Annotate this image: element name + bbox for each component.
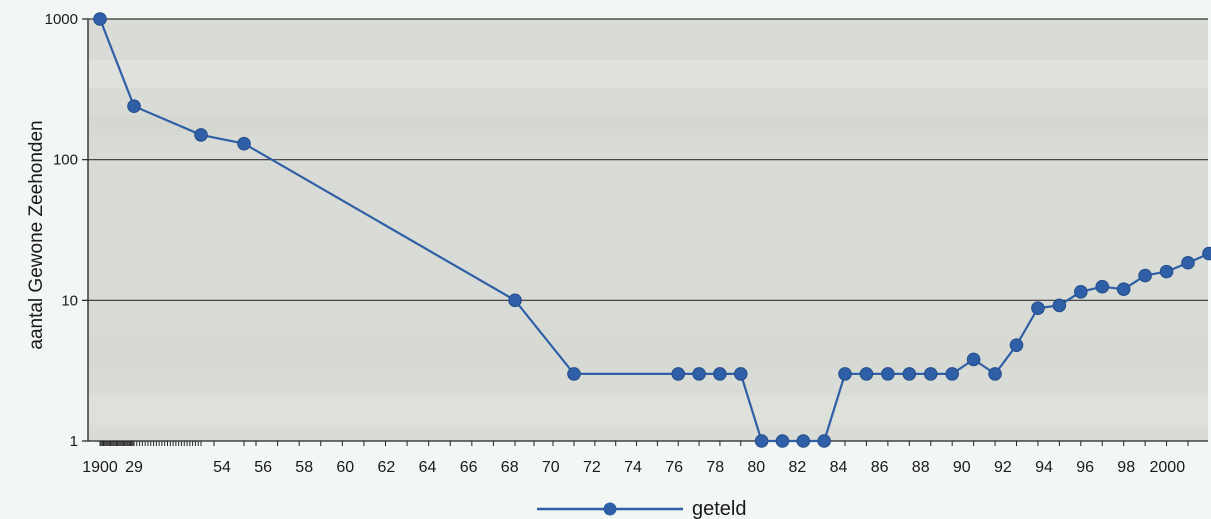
y-tick-label: 100 [53, 152, 78, 169]
x-tick-label: 70 [542, 459, 560, 476]
data-point [796, 434, 811, 448]
x-tick-label: 98 [1117, 459, 1135, 476]
x-tick-label: 82 [789, 459, 807, 476]
y-tick-label: 1 [70, 433, 78, 450]
x-tick-label: 94 [1035, 459, 1053, 476]
data-point [1138, 268, 1152, 283]
x-tick-label: 80 [747, 459, 765, 476]
data-point [1181, 255, 1195, 270]
x-tick-label: 54 [213, 459, 231, 476]
y-tick-label: 1000 [45, 11, 78, 28]
legend-label-geteld: geteld [692, 498, 747, 519]
data-point [237, 136, 251, 151]
x-tick-label: 84 [830, 459, 848, 476]
x-tick-label: 76 [665, 459, 683, 476]
x-tick-label: 2000 [1150, 459, 1186, 476]
y-tick-label: 10 [61, 292, 78, 309]
data-point [1159, 264, 1174, 279]
background-band [88, 330, 1208, 370]
x-tick-label: 62 [378, 459, 396, 476]
x-tick-label: 29 [125, 459, 143, 476]
data-point [692, 367, 706, 381]
data-point [1052, 298, 1067, 313]
x-tick-label: 78 [706, 459, 724, 476]
y-axis-title: aantal Gewone Zeehonden [26, 120, 47, 349]
data-point [817, 434, 831, 448]
data-point [1095, 279, 1110, 294]
data-point [838, 367, 852, 381]
data-point [671, 367, 686, 381]
background-band [88, 395, 1208, 425]
data-point [508, 293, 522, 308]
x-tick-label: 1900 [82, 459, 118, 476]
x-tick-label: 66 [460, 459, 478, 476]
data-point [754, 434, 769, 448]
data-point [966, 352, 981, 367]
x-tick-label: 92 [994, 459, 1012, 476]
data-point [1009, 338, 1024, 352]
data-point [713, 367, 727, 381]
legend-marker [603, 502, 617, 516]
x-tick-label: 74 [624, 459, 642, 476]
data-point [881, 367, 895, 381]
data-point [127, 99, 141, 113]
background-band [88, 115, 1208, 135]
data-point [1202, 246, 1211, 261]
data-point [194, 128, 208, 142]
data-point [923, 367, 938, 381]
x-tick-label: 56 [254, 459, 272, 476]
data-point [859, 367, 874, 381]
x-tick-label: 90 [953, 459, 971, 476]
data-point [775, 434, 790, 448]
x-tick-label: 58 [295, 459, 313, 476]
x-tick-label: 86 [871, 459, 889, 476]
x-tick-label: 96 [1076, 459, 1094, 476]
x-tick-label: 88 [912, 459, 930, 476]
data-point [733, 367, 748, 381]
data-point [567, 367, 581, 381]
data-point [1031, 301, 1045, 315]
background-band [88, 60, 1208, 88]
data-point [988, 367, 1002, 381]
x-tick-label: 68 [501, 459, 519, 476]
data-point [1116, 282, 1131, 296]
data-point [945, 367, 959, 381]
data-point [93, 12, 107, 26]
data-point [902, 367, 917, 381]
data-point [1074, 284, 1088, 299]
x-tick-label: 72 [583, 459, 601, 476]
x-tick-label: 64 [419, 459, 437, 476]
x-tick-label: 60 [336, 459, 354, 476]
plot-area [88, 19, 1208, 441]
